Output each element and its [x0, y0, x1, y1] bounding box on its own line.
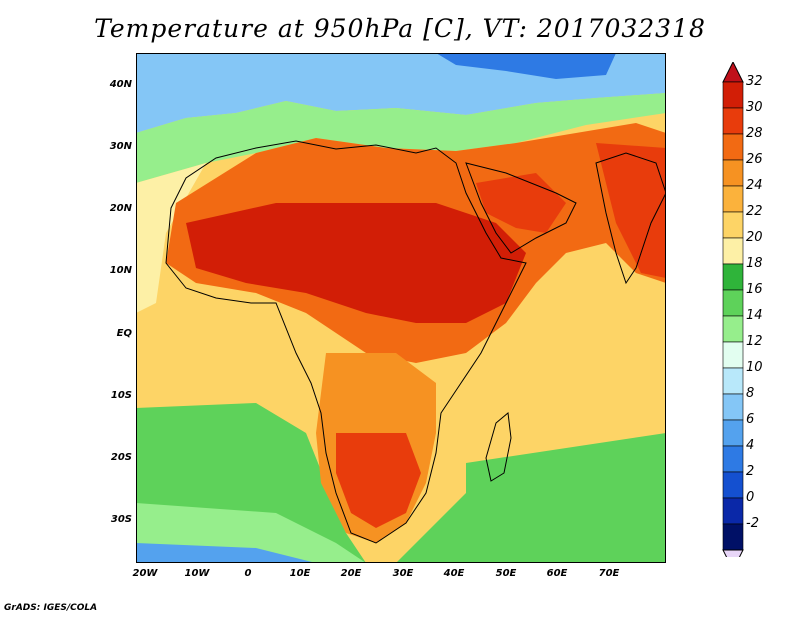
colorbar-segment: [722, 341, 744, 369]
colorbar-level-label: 22: [746, 204, 763, 219]
colorbar-segment: [722, 367, 744, 395]
lat-label-10n: 10N: [109, 265, 132, 276]
lon-label-70e: 70E: [598, 568, 620, 579]
colorbar-segment: [722, 419, 744, 447]
lat-label-eq: EQ: [116, 328, 132, 339]
colorbar-level-label: 20: [746, 230, 763, 245]
colorbar-level-label: 18: [746, 256, 763, 271]
field-atlantic-north: [136, 163, 206, 313]
lat-label-10s: 10S: [110, 390, 132, 401]
colorbar-level-label: 24: [746, 178, 763, 193]
colorbar-segment: [722, 185, 744, 213]
lon-label-20w: 20W: [132, 568, 158, 579]
colorbar-level-label: 26: [746, 152, 763, 167]
lon-label-10e: 10E: [289, 568, 311, 579]
colorbar-segment: [722, 133, 744, 161]
colorbar: [722, 62, 744, 557]
india-coastline: [595, 152, 666, 285]
madagascar-coastline: [485, 412, 512, 482]
field-india-hot: [596, 143, 666, 278]
lat-label-40n: 40N: [109, 79, 132, 90]
colorbar-level-label: 12: [746, 334, 763, 349]
colorbar-level-label: 8: [746, 386, 755, 401]
lat-label-30n: 30N: [109, 141, 132, 152]
colorbar-segment: [722, 159, 744, 187]
colorbar-level-label: 32: [746, 74, 763, 89]
lon-label-60e: 60E: [546, 568, 568, 579]
colorbar-level-label: 0: [746, 490, 755, 505]
colorbar-segment: [722, 315, 744, 343]
colorbar-segment: [722, 81, 744, 109]
colorbar-level-label: 2: [746, 464, 755, 479]
lat-label-30s: 30S: [110, 514, 132, 525]
footer-credit: GrADS: IGES/COLA: [4, 603, 98, 613]
field-north-cool: [136, 93, 666, 183]
lon-label-40e: 40E: [443, 568, 465, 579]
colorbar-segment: [722, 393, 744, 421]
colorbar-over-triangle: [722, 62, 744, 83]
lon-label-20e: 20E: [340, 568, 362, 579]
colorbar-segment: [722, 523, 744, 551]
field-indian-south: [396, 433, 666, 563]
map-title: Temperature at 950hPa [C], VT: 201703231…: [94, 14, 706, 43]
colorbar-level-label: 4: [746, 438, 755, 453]
colorbar-segment: [722, 263, 744, 291]
colorbar-segment: [722, 237, 744, 265]
lat-label-20s: 20S: [110, 452, 132, 463]
lon-label-0: 0: [244, 568, 252, 579]
colorbar-level-label: 30: [746, 100, 763, 115]
colorbar-segment: [722, 289, 744, 317]
colorbar-segment: [722, 497, 744, 525]
colorbar-segment: [722, 107, 744, 135]
lon-label-30e: 30E: [392, 568, 414, 579]
colorbar-segment: [722, 445, 744, 473]
colorbar-level-label: 6: [746, 412, 755, 427]
field-south-deepcold: [136, 543, 316, 563]
arabia-coastline: [465, 162, 577, 254]
colorbar-level-label: 28: [746, 126, 763, 141]
colorbar-level-label: 10: [746, 360, 763, 375]
field-north-deepcold: [436, 53, 616, 79]
lat-label-20n: 20N: [109, 203, 132, 214]
colorbar-under-triangle: [722, 549, 744, 557]
colorbar-segment: [722, 211, 744, 239]
colorbar-level-label: -2: [746, 516, 759, 531]
lon-label-10w: 10W: [184, 568, 210, 579]
temperature-map: [136, 53, 666, 563]
africa-coastline: [165, 140, 527, 544]
field-south-africa-hot: [336, 433, 421, 528]
field-sahel-hot: [186, 203, 526, 323]
lon-label-50e: 50E: [495, 568, 517, 579]
map-border: [136, 53, 666, 563]
colorbar-segment: [722, 471, 744, 499]
colorbar-level-label: 14: [746, 308, 763, 323]
colorbar-level-label: 16: [746, 282, 763, 297]
